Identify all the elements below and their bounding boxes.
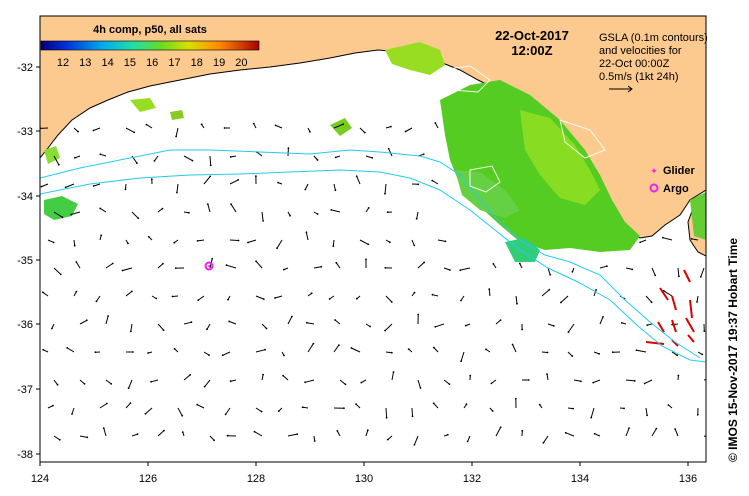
land (40, 16, 706, 239)
sst-field (44, 42, 706, 262)
colorbar-tick-label: 20 (235, 57, 247, 69)
gsla-contours (439, 65, 606, 193)
colorbar-tick-label: 12 (57, 57, 69, 69)
x-tick-label: 136 (679, 473, 697, 485)
gsla-note: GSLA (0.1m contours) and velocities for … (599, 32, 708, 93)
x-tick-label: 134 (571, 473, 589, 485)
y-tick-label: -34 (17, 191, 33, 203)
y-tick-label: -37 (17, 384, 33, 396)
x-tick-label: 132 (463, 473, 481, 485)
colorbar-tick-label: 16 (146, 57, 158, 69)
glider-icon: ✦ (650, 166, 658, 176)
x-tick-label: 124 (31, 473, 49, 485)
legend: ✦ Glider Argo (649, 165, 696, 195)
colorbar: 4h comp, p50, all sats 12 13 14 15 16 17 18 19 2… (40, 24, 260, 69)
y-axis: -32 -33 -34 -35 -36 -37 -38 (17, 62, 40, 461)
date-label: 22-Oct-2017 (495, 28, 569, 43)
credit-label: © IMOS 15-Nov-2017 19:37 Hobart Time (726, 238, 740, 462)
x-tick-label: 130 (355, 473, 373, 485)
shelf-contours (40, 149, 706, 363)
colorbar-tick-label: 19 (213, 57, 225, 69)
y-tick-label: -35 (17, 255, 33, 267)
colorbar-gradient (40, 40, 260, 51)
y-tick-label: -33 (17, 126, 33, 138)
x-tick-label: 126 (139, 473, 157, 485)
legend-glider-label: Glider (663, 165, 696, 177)
y-tick-label: -38 (17, 449, 33, 461)
glider-track (645, 269, 695, 347)
colorbar-tick-label: 13 (79, 57, 91, 69)
colorbar-tick-label: 15 (124, 57, 136, 69)
plot-frame (39, 15, 707, 463)
colorbar-title: 4h comp, p50, all sats (93, 24, 207, 36)
argo-marker (204, 261, 214, 271)
x-tick-label: 128 (247, 473, 265, 485)
colorbar-tick-label: 14 (101, 57, 113, 69)
velocity-vectors (40, 122, 706, 446)
y-tick-label: -36 (17, 319, 33, 331)
gsla-note-line1: GSLA (0.1m contours) (599, 32, 708, 44)
gsla-note-line2: and velocities for (599, 45, 682, 57)
colorbar-tick-label: 17 (168, 57, 180, 69)
gsla-note-line4: 0.5m/s (1kt 24h) (599, 71, 678, 83)
argo-icon (649, 183, 659, 193)
y-tick-label: -32 (17, 62, 33, 74)
legend-argo-label: Argo (663, 183, 689, 195)
colorbar-tick-label: 18 (191, 57, 203, 69)
gsla-note-line3: 22-Oct 00:00Z (599, 58, 670, 70)
time-label: 12:00Z (511, 43, 552, 58)
x-axis: 124 126 128 130 132 134 136 (31, 462, 697, 485)
